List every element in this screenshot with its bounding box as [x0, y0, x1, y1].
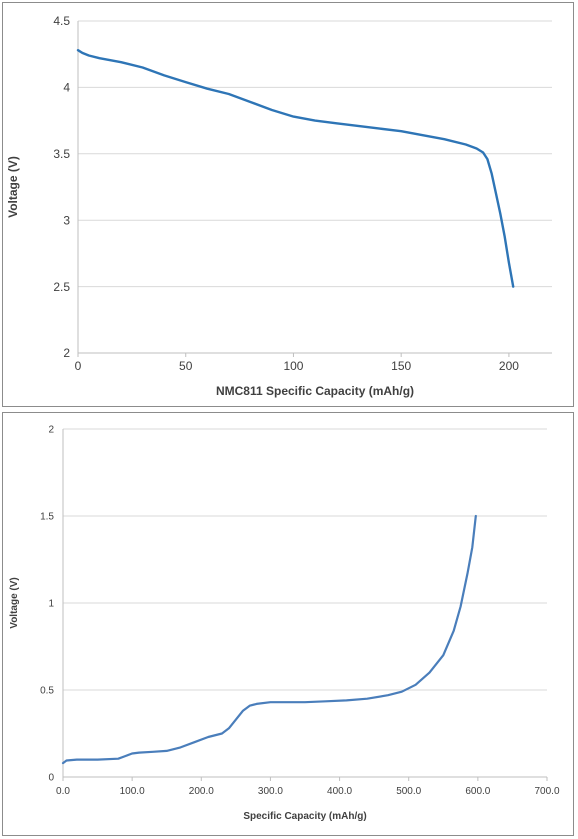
grid-lines: [62, 428, 548, 781]
series-group: [76, 49, 515, 288]
y-tick-label: 0: [48, 773, 54, 784]
chart-panel-top: 2 2.5 3 3.5 4 4.5 0 50 100 150 200 NMC811 Specifi…: [2, 2, 574, 407]
x-axis-title: NMC811 Specific Capacity (mAh/g): [216, 384, 414, 398]
y-axis-title: Voltage (V): [6, 156, 20, 218]
x-tick-label: 600.0: [465, 786, 490, 797]
x-tick-label: 200.0: [189, 786, 214, 797]
x-tick-label: 0.0: [56, 786, 70, 797]
y-tick-label: 4: [63, 81, 70, 95]
x-tick-label: 500.0: [396, 786, 421, 797]
y-tick-label: 3.5: [53, 147, 70, 161]
series-line: [61, 514, 477, 765]
chart-panel-bottom: 0 0.5 1 1.5 2 0.0 100.0 200.0 300.0 400.0 500.0 60…: [2, 412, 574, 836]
x-tick-labels: 0 50 100 150 200: [75, 359, 520, 373]
x-tick-label: 100: [283, 359, 303, 373]
x-tick-label: 100.0: [120, 786, 145, 797]
y-tick-label: 2: [63, 346, 70, 360]
y-tick-labels: 0 0.5 1 1.5 2: [40, 425, 54, 784]
series-line: [76, 49, 515, 288]
y-tick-label: 1.5: [40, 512, 54, 523]
x-tick-label: 150: [391, 359, 411, 373]
y-tick-label: 2.5: [53, 280, 70, 294]
x-tick-label: 50: [179, 359, 193, 373]
y-tick-label: 1: [48, 599, 54, 610]
y-tick-labels: 2 2.5 3 3.5 4 4.5: [53, 14, 70, 360]
y-axis-title: Voltage (V): [9, 577, 20, 628]
y-tick-label: 4.5: [53, 14, 70, 28]
charge-chart: 0 0.5 1 1.5 2 0.0 100.0 200.0 300.0 400.0 500.0 60…: [9, 425, 560, 823]
x-tick-labels: 0.0 100.0 200.0 300.0 400.0 500.0 600.0 700.0: [56, 786, 560, 797]
x-axis-title: Specific Capacity (mAh/g): [243, 811, 366, 822]
x-tick-label: 700.0: [534, 786, 559, 797]
x-tick-label: 400.0: [327, 786, 352, 797]
series-group: [61, 514, 477, 765]
y-tick-label: 3: [63, 213, 70, 227]
x-tick-label: 300.0: [258, 786, 283, 797]
y-tick-label: 0.5: [40, 686, 54, 697]
discharge-chart: 2 2.5 3 3.5 4 4.5 0 50 100 150 200 NMC811 Specifi…: [6, 14, 552, 398]
grid-lines: [77, 20, 552, 357]
x-tick-label: 200: [499, 359, 519, 373]
y-tick-label: 2: [48, 425, 54, 436]
x-tick-label: 0: [75, 359, 82, 373]
